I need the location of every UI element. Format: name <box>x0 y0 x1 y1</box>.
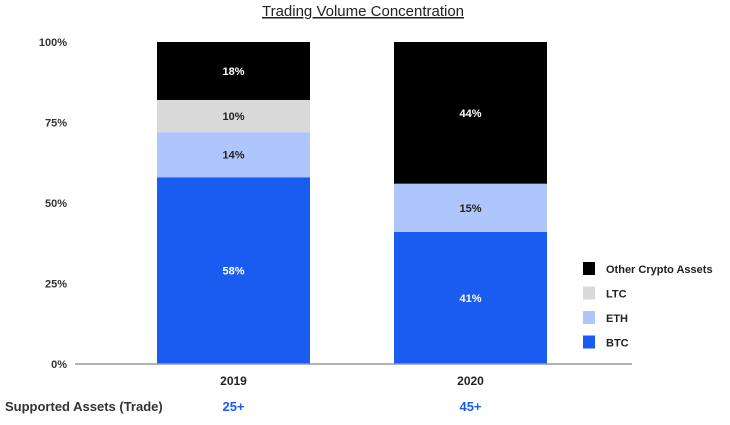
footer-row: 25+ 45+ <box>222 399 481 414</box>
legend: Other Crypto Assets LTC ETH BTC <box>583 262 713 350</box>
x-tick-label: 2020 <box>457 374 484 388</box>
y-tick-label: 0% <box>51 359 67 371</box>
data-label: 58% <box>222 266 244 278</box>
y-tick-label: 75% <box>45 118 67 130</box>
legend-label: Other Crypto Assets <box>606 264 713 276</box>
data-label: 44% <box>459 108 481 120</box>
x-axis: 2019 2020 <box>220 374 484 388</box>
bar-segment-eth-2020 <box>394 183 547 232</box>
footer-row-value: 25+ <box>222 399 244 414</box>
legend-swatch <box>583 311 595 324</box>
data-label: 10% <box>222 111 244 123</box>
data-label: 15% <box>459 203 481 215</box>
y-tick-label: 100% <box>39 37 67 49</box>
data-label: 14% <box>222 150 244 162</box>
footer-row-label: Supported Assets (Trade) <box>5 399 163 414</box>
bar-segment-other-crypto-assets-2019 <box>157 42 310 100</box>
bar-segment-eth-2019 <box>157 132 310 178</box>
legend-swatch <box>583 262 595 275</box>
chart-title: Trading Volume Concentration <box>262 3 464 20</box>
data-label: 41% <box>459 293 481 305</box>
bar-segment-btc-2020 <box>394 231 547 364</box>
legend-swatch <box>583 335 595 349</box>
legend-label: BTC <box>606 338 629 350</box>
y-tick-label: 25% <box>45 279 67 291</box>
legend-label: LTC <box>606 289 627 301</box>
x-tick-label: 2019 <box>220 374 247 388</box>
bar-segment-ltc-2019 <box>157 99 310 133</box>
footer-row-value: 45+ <box>459 399 481 414</box>
y-axis: 0% 25% 50% 75% 100% <box>39 37 67 371</box>
bar-segment-btc-2019 <box>157 177 310 364</box>
bar-segment-other-crypto-assets-2020 <box>394 42 547 184</box>
legend-label: ETH <box>606 313 628 325</box>
y-tick-label: 50% <box>45 198 67 210</box>
data-label: 18% <box>222 66 244 78</box>
legend-swatch <box>583 286 595 300</box>
bars: 58% 14% 10% 18% 41% 15% 44% <box>157 42 547 364</box>
